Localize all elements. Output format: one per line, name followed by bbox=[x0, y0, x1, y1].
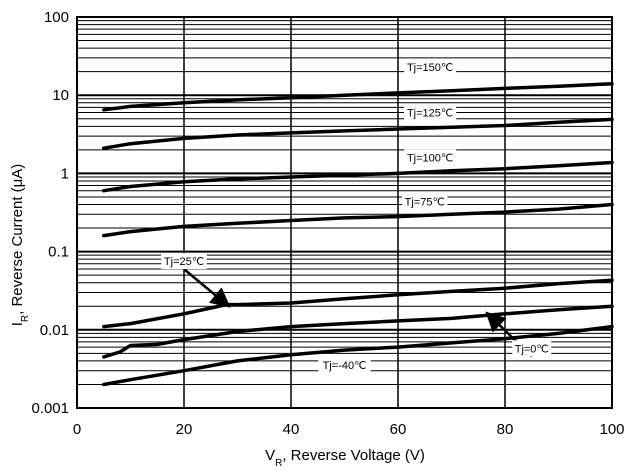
label-box-4 bbox=[161, 253, 207, 270]
series-label-1: Tj=125℃ bbox=[407, 108, 453, 120]
series-lines bbox=[102, 82, 614, 387]
x-tick-label: 100 bbox=[599, 421, 624, 438]
x-tick-label: 20 bbox=[176, 421, 193, 438]
y-tick-label: 0.1 bbox=[48, 244, 69, 261]
series-label-6: Tj=-40℃ bbox=[323, 360, 367, 372]
series-line-4 bbox=[102, 278, 614, 329]
series-label-2: Tj=100℃ bbox=[407, 152, 453, 164]
series-label-5: Tj=0℃ bbox=[515, 343, 549, 355]
y-tick-label: 1 bbox=[61, 165, 69, 182]
series-line-1 bbox=[102, 117, 614, 150]
x-tick-label: 0 bbox=[73, 421, 81, 438]
series-line-3 bbox=[102, 202, 614, 238]
series-labels: Tj=150℃ Tj=125℃ Tj=100℃ Tj=75℃ Tj=25℃ Tj=0℃ Tj… bbox=[161, 58, 552, 373]
series-line-2 bbox=[102, 160, 614, 193]
label-box-1 bbox=[404, 104, 457, 121]
label-box-6 bbox=[318, 356, 371, 373]
x-tick-label: 60 bbox=[390, 421, 407, 438]
x-tick-label: 80 bbox=[497, 421, 514, 438]
y-tick-label: 0.001 bbox=[31, 400, 69, 417]
y-tick-label: 100 bbox=[44, 9, 69, 26]
series-label-3: Tj=75℃ bbox=[405, 196, 445, 208]
label-box-3 bbox=[401, 193, 448, 210]
label-arrow-4 bbox=[183, 268, 231, 308]
plot-frame bbox=[76, 16, 613, 409]
series-label-4: Tj=25℃ bbox=[164, 256, 204, 268]
x-tick-label: 40 bbox=[283, 421, 300, 438]
label-box-5 bbox=[512, 340, 552, 357]
series-line-0 bbox=[102, 82, 614, 112]
label-box-0 bbox=[404, 58, 457, 75]
x-axis-title: VR, Reverse Voltage (V) bbox=[265, 447, 425, 468]
y-tick-label: 10 bbox=[52, 87, 69, 104]
y-tick-label: 0.01 bbox=[40, 322, 69, 339]
tick-labels: 0 20 40 60 80 100 0.001 0.01 0.1 1 10 100 bbox=[31, 9, 624, 438]
series-label-0: Tj=150℃ bbox=[407, 62, 453, 74]
series-line-6 bbox=[102, 324, 614, 387]
y-axis-title: IR, Reverse Current (μA) bbox=[9, 164, 31, 327]
label-box-2 bbox=[404, 149, 457, 166]
